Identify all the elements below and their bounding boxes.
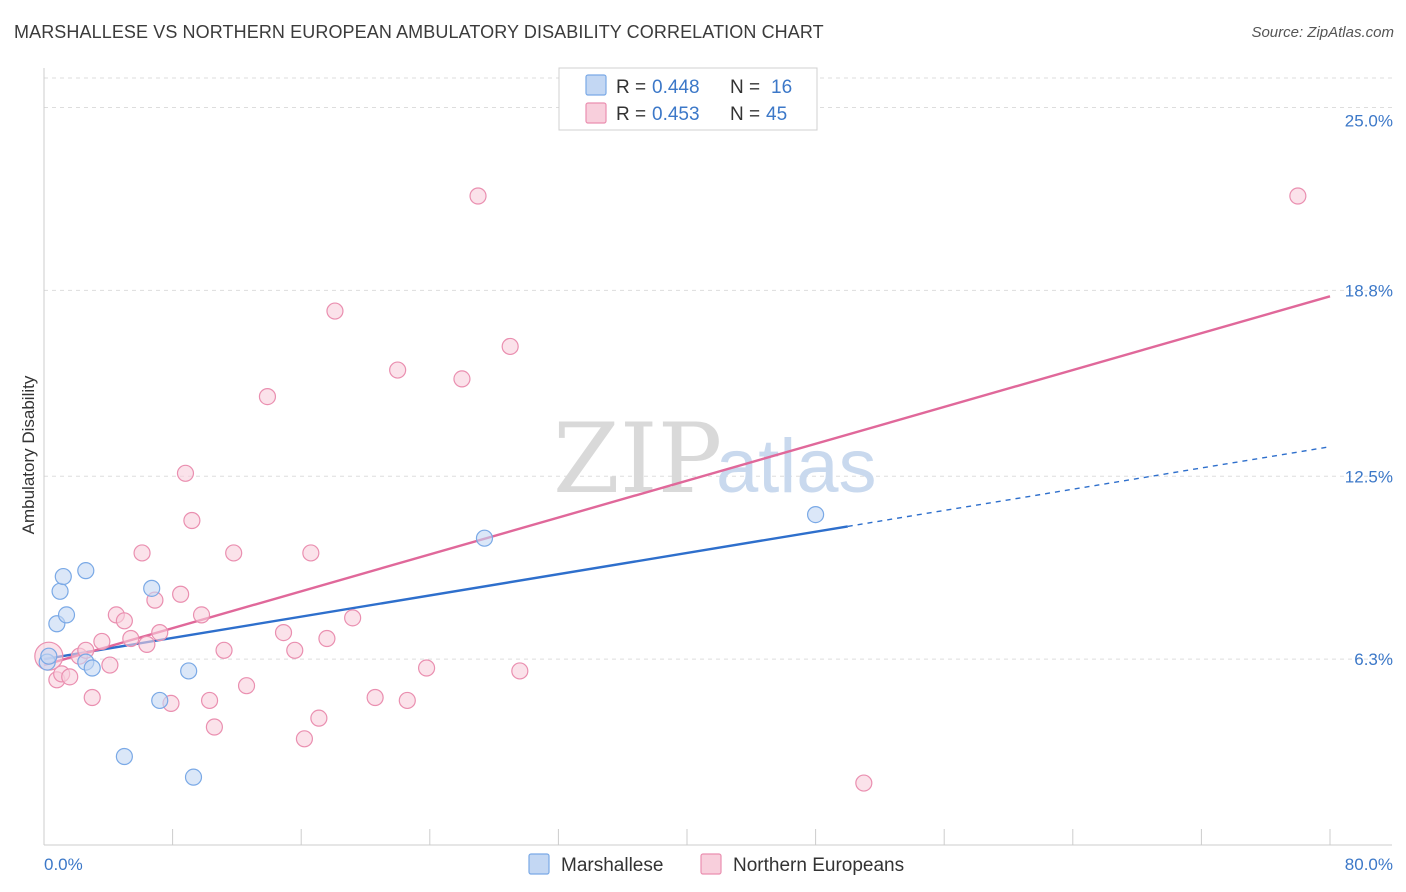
data-point-northern-europeans <box>366 688 384 707</box>
bottom-legend-swatch-marshallese <box>528 853 550 875</box>
legend-n-label-1: N = <box>730 104 760 125</box>
data-point-northern-europeans <box>389 361 407 379</box>
data-point-northern-europeans <box>122 629 140 648</box>
data-point-marshallese <box>115 747 133 766</box>
bottom-legend-swatch-northern-europeans <box>700 853 722 875</box>
data-point-northern-europeans <box>344 609 362 627</box>
data-point-northern-europeans <box>258 388 277 406</box>
ticks-layer: 6.3% 12.5% 18.8% 25.0% 0.0% 80.0% <box>44 112 1393 875</box>
legend-swatch-marshallese <box>585 74 607 96</box>
data-point-northern-europeans <box>274 623 293 642</box>
data-point-marshallese <box>143 579 161 597</box>
grid-layer <box>44 77 1392 660</box>
legend-r-label-1: R = <box>616 104 646 125</box>
data-point-northern-europeans <box>93 632 111 651</box>
data-point-marshallese <box>475 529 494 547</box>
chart-title: MARSHALLESE VS NORTHERN EUROPEAN AMBULAT… <box>14 22 824 42</box>
data-point-northern-europeans <box>310 709 328 727</box>
data-point-northern-europeans <box>398 691 416 710</box>
legend-n-value-0: 16 <box>771 77 792 98</box>
y-tick-label: 25.0% <box>1345 112 1393 131</box>
y-tick-label: 6.3% <box>1354 650 1393 669</box>
data-point-northern-europeans <box>172 585 190 603</box>
data-point-northern-europeans <box>151 623 169 642</box>
x-tick-label-min: 0.0% <box>44 855 83 874</box>
data-point-northern-europeans <box>83 688 101 707</box>
data-point-marshallese <box>151 691 169 710</box>
trend-line-northern-europeans <box>43 295 1331 667</box>
data-point-northern-europeans <box>61 668 79 686</box>
data-point-northern-europeans <box>183 511 201 530</box>
data-point-northern-europeans <box>200 691 219 710</box>
trend-layer <box>43 295 1331 667</box>
data-point-northern-europeans <box>286 641 304 659</box>
y-axis-label: Ambulatory Disability <box>19 375 38 534</box>
watermark: ZIP atlas <box>553 403 877 515</box>
axes-layer <box>43 68 1392 846</box>
data-point-northern-europeans <box>225 544 243 562</box>
data-point-northern-europeans <box>453 370 471 388</box>
data-point-northern-europeans <box>115 612 133 630</box>
points-layer <box>34 187 1307 792</box>
legend-swatch-northern-europeans <box>585 102 607 124</box>
data-point-northern-europeans <box>501 337 519 356</box>
data-point-marshallese <box>77 562 95 580</box>
data-point-northern-europeans <box>1289 187 1307 205</box>
data-point-northern-europeans <box>326 302 344 320</box>
chart-source: Source: ZipAtlas.com <box>1251 24 1394 41</box>
data-point-northern-europeans <box>302 544 320 562</box>
data-point-northern-europeans <box>417 659 436 677</box>
legend-r-value-0: 0.448 <box>652 77 700 98</box>
data-point-northern-europeans <box>133 544 151 562</box>
data-point-marshallese <box>180 662 198 680</box>
data-point-northern-europeans <box>192 606 211 624</box>
data-point-northern-europeans <box>138 635 156 654</box>
legend-r-value-1: 0.453 <box>652 104 700 125</box>
data-point-northern-europeans <box>318 629 336 648</box>
data-point-marshallese <box>184 768 203 786</box>
data-point-marshallese <box>54 567 72 586</box>
legend-n-label-0: N = <box>730 77 760 98</box>
trend-line-dashed-marshallese <box>847 446 1331 528</box>
y-tick-label: 12.5% <box>1345 467 1393 486</box>
data-point-northern-europeans <box>237 677 256 695</box>
bottom-legend-northern-europeans: Northern Europeans <box>733 855 904 876</box>
data-point-marshallese <box>51 582 69 600</box>
legend-box: R = 0.448 N = 16 R = 0.453 N = 45 <box>558 67 818 131</box>
x-tick-label-max: 80.0% <box>1345 855 1393 874</box>
data-point-marshallese <box>57 606 76 624</box>
bottom-legend-marshallese: Marshallese <box>561 855 663 876</box>
data-point-northern-europeans <box>176 464 195 482</box>
data-point-northern-europeans <box>511 662 529 680</box>
data-point-marshallese <box>83 659 101 677</box>
watermark-atlas: atlas <box>716 424 877 509</box>
data-point-northern-europeans <box>215 641 233 659</box>
data-point-marshallese <box>806 505 825 524</box>
data-point-northern-europeans <box>855 774 873 792</box>
data-point-northern-europeans <box>205 718 223 736</box>
y-tick-label: 18.8% <box>1345 281 1393 300</box>
legend-n-value-1: 45 <box>766 104 787 125</box>
data-point-northern-europeans <box>295 730 314 748</box>
data-point-marshallese <box>40 647 58 665</box>
legend-r-label-0: R = <box>616 77 646 98</box>
data-point-northern-europeans <box>101 656 119 674</box>
trend-line-marshallese <box>43 525 848 661</box>
data-point-northern-europeans <box>469 187 487 205</box>
bottom-legend: Marshallese Northern Europeans <box>528 853 904 876</box>
watermark-zip: ZIP <box>553 403 722 515</box>
